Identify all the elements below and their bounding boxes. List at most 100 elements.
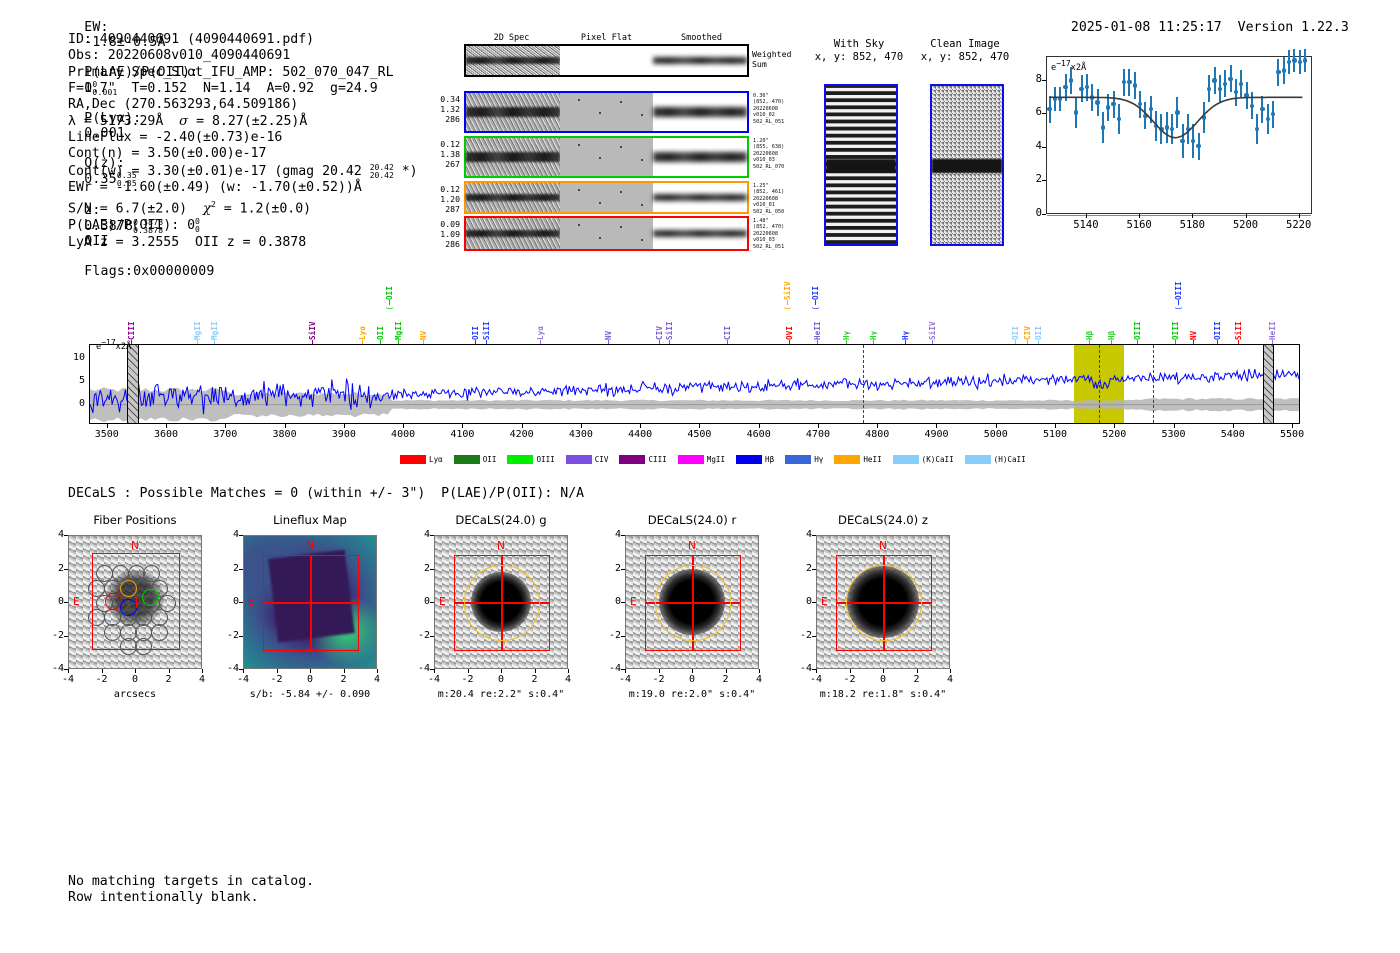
panel-x-tick: -2	[652, 674, 665, 685]
emission-line-label: NV	[1189, 330, 1199, 340]
flat-defect	[577, 144, 580, 146]
panel-caption: m:19.0 re:2.0" s:0.4"	[628, 689, 756, 700]
tick-mark	[243, 669, 244, 673]
emission-line-label: OIII	[1212, 321, 1222, 340]
line-legend: Lyα OII OIII CIV CIII MgII Hβ Hγ HeII (K)CaII (H)C…	[400, 455, 1026, 464]
spectrum-x-tick: 3500	[94, 429, 119, 440]
thumbnail-title: With Sky	[833, 38, 885, 50]
fiber-circle	[150, 623, 168, 641]
cutout-pane	[466, 46, 560, 75]
trace-band	[466, 107, 560, 117]
emission-line-tick	[1237, 340, 1239, 345]
spectrum-y-tick: 5	[78, 374, 85, 386]
emission-line-label: CII	[723, 325, 733, 340]
tick-mark	[106, 424, 108, 428]
tick-mark	[276, 669, 278, 673]
data-point	[1148, 106, 1153, 112]
info-lambda-sigma: λ = 5173.29Å σ = 8.27(±2.25)Å	[68, 113, 308, 129]
cutout-pane	[466, 218, 560, 249]
emission-line-tick	[474, 340, 476, 345]
panel-x-tick: 2	[913, 674, 920, 685]
cardinal-east: E	[439, 596, 446, 608]
tick-mark	[621, 602, 625, 603]
emission-line-tick	[214, 340, 216, 345]
profile-y-tick: 6	[1035, 106, 1042, 119]
tick-mark	[430, 602, 434, 603]
tick-mark	[202, 669, 203, 673]
legend-label: (K)CaII	[921, 455, 954, 464]
tick-mark	[725, 669, 727, 673]
panel-y-tick: 2	[614, 562, 621, 574]
data-point	[1254, 127, 1260, 132]
aperture-circle	[846, 565, 922, 641]
tick-mark	[225, 424, 227, 428]
tick-mark	[1042, 214, 1046, 215]
tick-mark	[812, 568, 816, 570]
data-point	[1217, 86, 1223, 92]
tick-mark	[812, 669, 816, 670]
data-point	[1244, 93, 1249, 98]
tick-mark	[621, 635, 625, 637]
cutout-pane	[653, 93, 748, 131]
version: Version 1.22.3	[1237, 20, 1349, 35]
emission-line-label: Lyα	[536, 325, 546, 340]
data-point	[1058, 96, 1063, 102]
cutout-pane	[559, 183, 654, 212]
panel-y-tick: 4	[57, 529, 64, 540]
panel-x-tick: -4	[618, 674, 632, 685]
z-type: OII	[84, 233, 109, 249]
emission-line-tick	[131, 340, 133, 345]
emission-line-tick	[1026, 340, 1028, 345]
emission-line-label: CIII	[127, 321, 137, 340]
tick-mark	[1192, 214, 1194, 218]
fiber-cutout-strip	[464, 216, 749, 251]
emission-line-tick	[1175, 340, 1177, 345]
flat-defect	[598, 202, 601, 204]
data-point	[1153, 123, 1159, 129]
panel-y-tick: -4	[51, 663, 64, 674]
info-primary-spec: Primary Spec_Slot_IFU_AMP: 502_070_047_R…	[68, 64, 394, 80]
tick-mark	[621, 568, 625, 570]
tick-mark	[1085, 214, 1087, 218]
info-cont-w: Cont(w) = 3.30(±0.01)e-17 (gmag 20.42 20…	[68, 162, 418, 180]
emission-line-tick	[787, 300, 789, 305]
trace-band	[653, 107, 748, 117]
emission-line-tick	[1089, 340, 1091, 345]
legend-swatch	[892, 455, 919, 464]
tick-mark	[1042, 79, 1046, 81]
data-point	[1297, 59, 1302, 65]
emission-line-tick	[608, 340, 610, 345]
panel-caption: arcsecs	[113, 689, 157, 700]
tick-mark	[168, 669, 170, 673]
cutout-column-title: Pixel Flat	[580, 33, 633, 43]
emission-line-tick	[540, 340, 542, 345]
tick-mark	[1232, 424, 1234, 428]
legend-label: MgII	[706, 455, 726, 464]
panel-y-tick: -2	[417, 629, 430, 641]
legend-item: (K)CaII	[892, 455, 954, 464]
emission-line-tick	[1193, 340, 1195, 345]
masked-region	[127, 345, 140, 423]
spectrum-x-tick: 4700	[805, 429, 830, 440]
cutout-thumbnail	[824, 84, 898, 246]
ew-label: EW:	[84, 20, 109, 35]
panel-y-tick: 4	[614, 529, 621, 540]
tick-mark	[1292, 424, 1294, 428]
cardinal-north: N	[131, 540, 139, 552]
tick-mark	[916, 669, 918, 673]
panel-title: DECaLS(24.0) r	[647, 513, 737, 527]
spectrum-x-tick: 5500	[1280, 429, 1305, 440]
plya-value: 0.001	[84, 126, 125, 142]
spectrum-flux-curve	[90, 368, 1299, 415]
profile-y-tick: 0	[1035, 207, 1042, 219]
legend-item: CIV	[565, 455, 608, 464]
cardinal-north: N	[306, 540, 314, 552]
tick-mark	[64, 669, 68, 670]
data-point	[1068, 78, 1074, 83]
info-redshifts: LyA z = 3.2555 OII z = 0.3878	[68, 234, 307, 250]
panel-title: Lineflux Map	[273, 513, 347, 527]
legend-swatch	[964, 455, 991, 464]
legend-item: Lyα	[400, 455, 443, 464]
panel-x-tick: -2	[270, 674, 283, 685]
